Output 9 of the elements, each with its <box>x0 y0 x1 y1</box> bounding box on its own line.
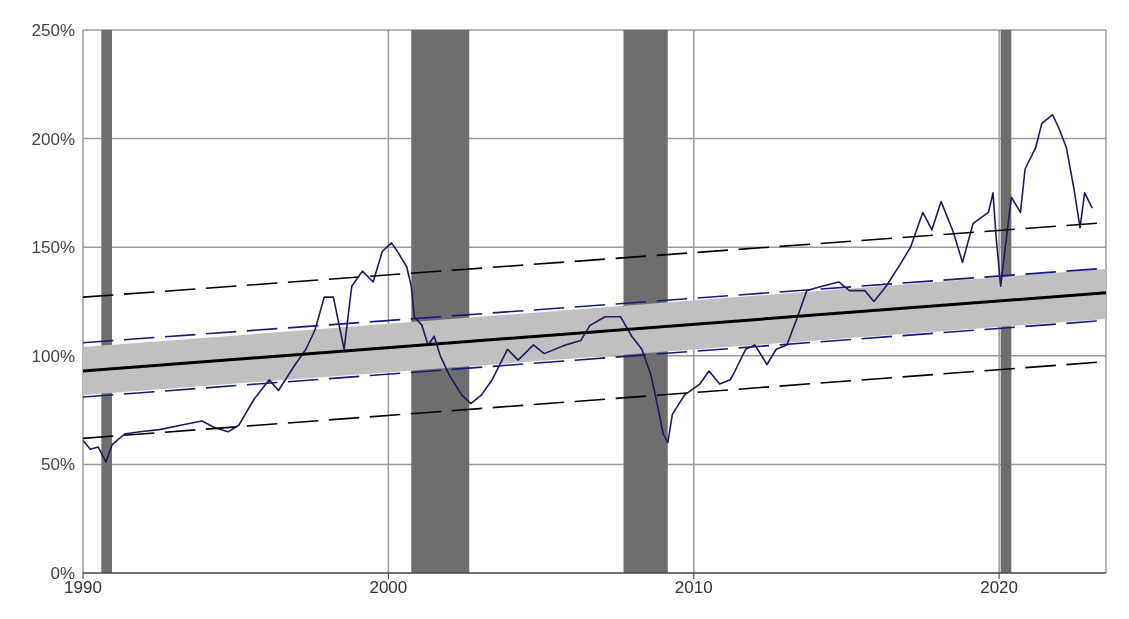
y-tick-label: 200% <box>31 129 75 149</box>
y-tick-label: 250% <box>31 21 75 41</box>
x-tick-label: 2010 <box>674 578 713 598</box>
y-tick-label: 150% <box>31 238 75 258</box>
y-tick-label: 50% <box>40 455 75 475</box>
x-tick-label: 2020 <box>980 578 1019 598</box>
line-series <box>83 113 1094 464</box>
x-tick-label: 2000 <box>369 578 408 598</box>
y-tick-label: 100% <box>31 346 75 366</box>
